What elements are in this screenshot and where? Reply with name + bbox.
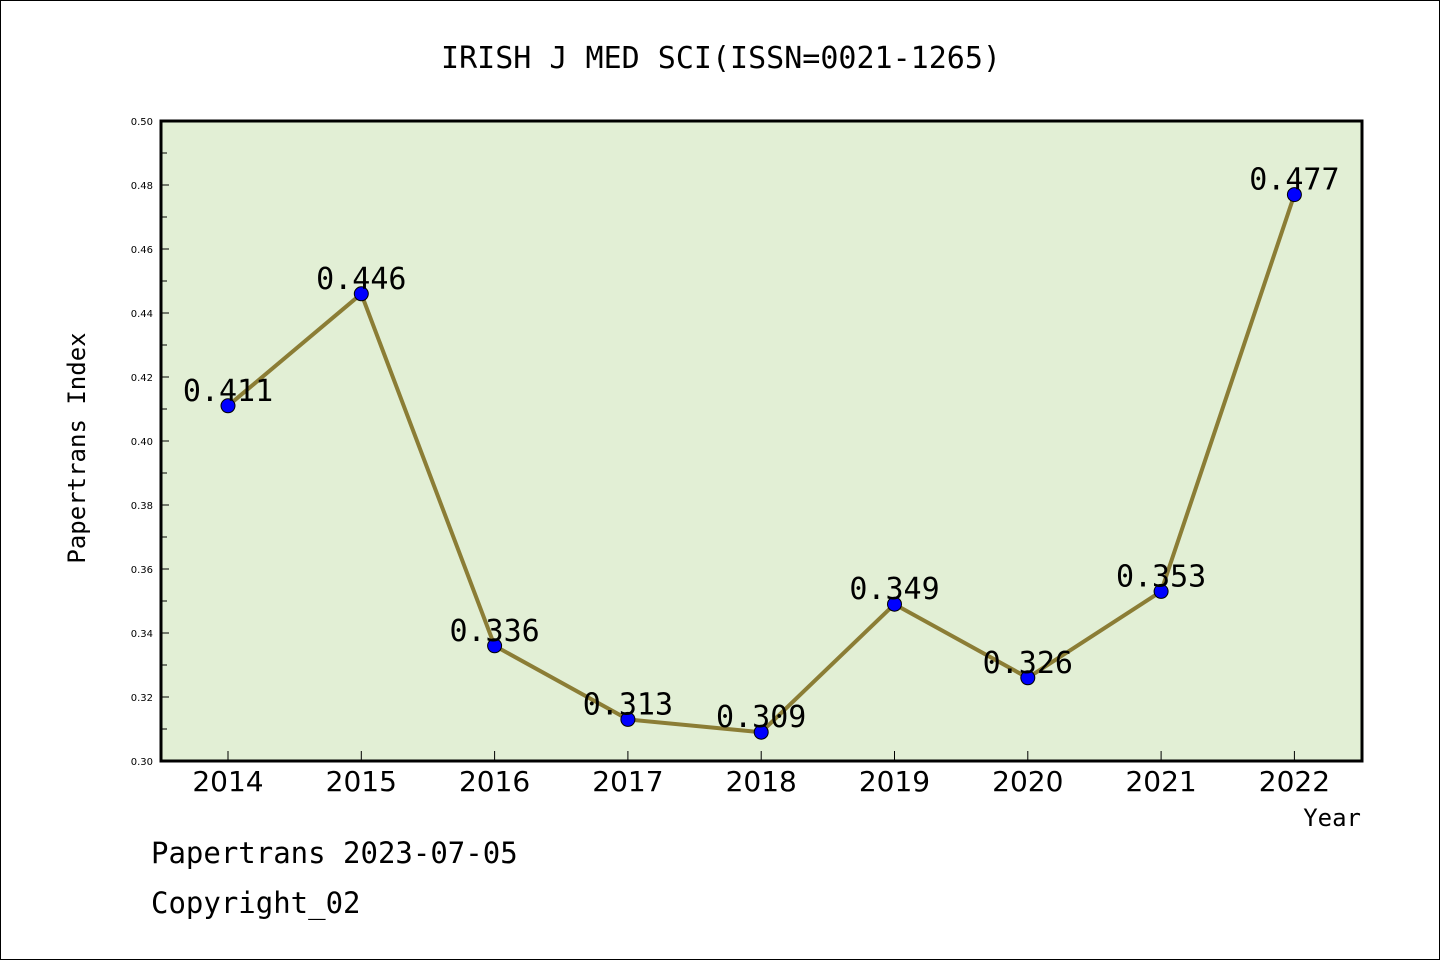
plot-area <box>159 119 1364 763</box>
data-point <box>1153 583 1169 599</box>
x-axis-ticks: 2014 2015 2016 2017 2018 2019 2020 2021 2022 <box>192 751 1330 798</box>
footer-copyright: Copyright_02 <box>151 886 361 920</box>
y-tick-label: 0.42 <box>131 373 153 384</box>
x-tick-label: 2018 <box>726 765 797 798</box>
x-tick-label: 2015 <box>326 765 397 798</box>
y-tick-label: 0.46 <box>131 245 153 256</box>
chart-title: IRISH J MED SCI(ISSN=0021-1265) <box>441 41 1001 76</box>
x-tick-label: 2016 <box>459 765 530 798</box>
x-tick-label: 2020 <box>992 765 1063 798</box>
y-axis-ticks: 0.30 0.32 0.34 0.36 0.38 0.40 0.42 0.44 0.46 0.48… <box>131 117 169 768</box>
data-point <box>1020 670 1036 686</box>
data-label: 0.477 <box>1249 163 1339 198</box>
data-label: 0.309 <box>716 700 806 735</box>
y-axis-title: Papertrans Index <box>63 332 91 563</box>
data-point <box>487 638 503 654</box>
data-labels: 0.411 0.446 0.336 0.313 0.309 0.349 0.326 0.353… <box>183 163 1340 736</box>
data-point <box>220 398 236 414</box>
y-tick-label: 0.50 <box>131 117 153 128</box>
data-label: 0.349 <box>849 572 939 607</box>
y-tick-label: 0.36 <box>131 565 153 576</box>
y-tick-label: 0.48 <box>131 181 153 192</box>
data-point <box>753 724 769 740</box>
data-point <box>1286 187 1302 203</box>
y-tick-label: 0.44 <box>131 309 153 320</box>
x-tick-label: 2014 <box>192 765 263 798</box>
data-label: 0.353 <box>1116 559 1206 594</box>
data-label: 0.446 <box>316 262 406 297</box>
y-tick-label: 0.40 <box>131 437 153 448</box>
y-tick-label: 0.30 <box>131 757 153 768</box>
data-label: 0.336 <box>449 614 539 649</box>
x-tick-label: 2019 <box>859 765 930 798</box>
data-point <box>887 596 902 612</box>
y-tick-label: 0.38 <box>131 501 153 512</box>
x-tick-label: 2017 <box>592 765 663 798</box>
x-axis-title: Year <box>1303 804 1361 832</box>
x-tick-label: 2021 <box>1125 765 1196 798</box>
series-layer <box>220 187 1302 740</box>
data-point <box>620 711 636 727</box>
data-label: 0.326 <box>983 646 1073 681</box>
data-label: 0.313 <box>583 687 673 722</box>
data-label: 0.411 <box>183 374 273 409</box>
y-tick-label: 0.34 <box>131 629 153 640</box>
data-point <box>353 286 369 302</box>
x-tick-label: 2022 <box>1259 765 1330 798</box>
y-tick-label: 0.32 <box>131 693 153 704</box>
footer-date: Papertrans 2023-07-05 <box>151 836 518 870</box>
